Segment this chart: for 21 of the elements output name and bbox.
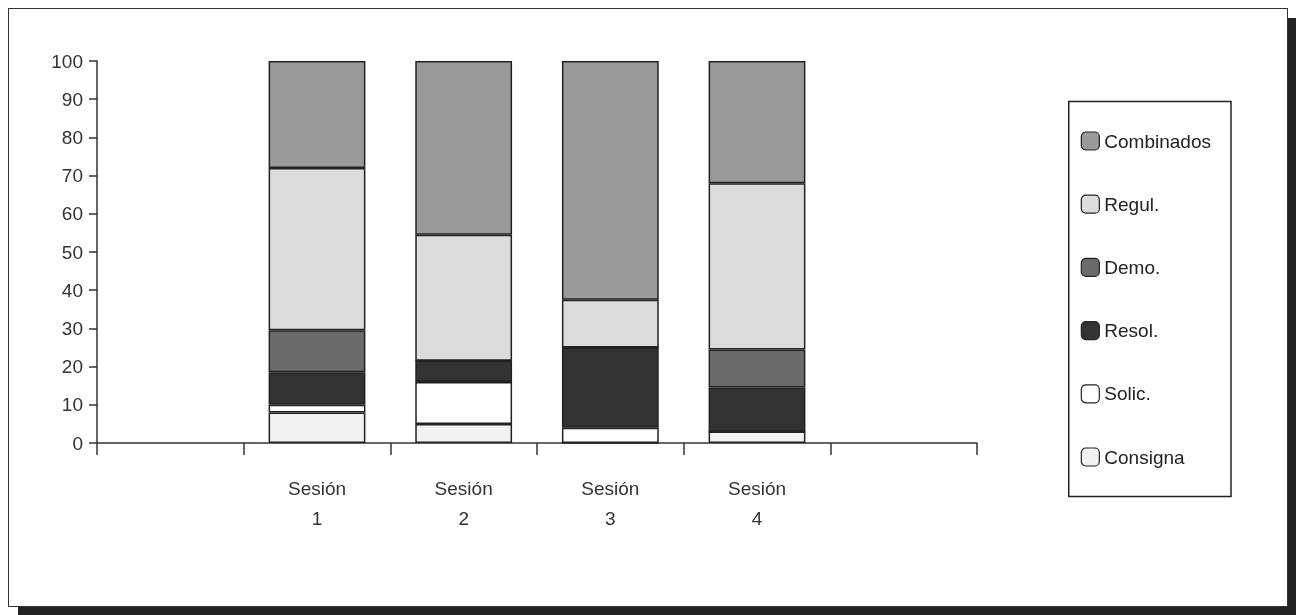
legend-label: Demo.: [1104, 256, 1161, 278]
y-tick-label: 40: [61, 279, 83, 301]
y-tick-label: 0: [72, 432, 83, 454]
y-tick-label: 10: [61, 394, 83, 416]
legend-label: Solic.: [1104, 383, 1151, 405]
x-tick-label: Sesión 4: [727, 477, 787, 529]
y-tick-label: 30: [61, 317, 83, 339]
legend-label: Combinados: [1104, 130, 1211, 152]
legend-label: Resol.: [1104, 320, 1159, 342]
x-tick-label: Sesión 2: [434, 477, 493, 529]
y-tick-label: 80: [61, 126, 83, 148]
x-tick-label: Sesión 3: [581, 477, 640, 529]
legend-label: Regul.: [1104, 193, 1160, 215]
y-tick-label: 20: [61, 356, 83, 378]
y-tick-label: 50: [61, 241, 83, 263]
y-tick-label: 70: [61, 165, 83, 187]
legend-label: Consigna: [1104, 446, 1186, 468]
y-tick-label: 60: [61, 203, 83, 225]
x-tick-label: Sesión 1: [287, 477, 347, 529]
y-tick-label: 100: [51, 50, 83, 72]
y-tick-label: 90: [61, 88, 83, 110]
